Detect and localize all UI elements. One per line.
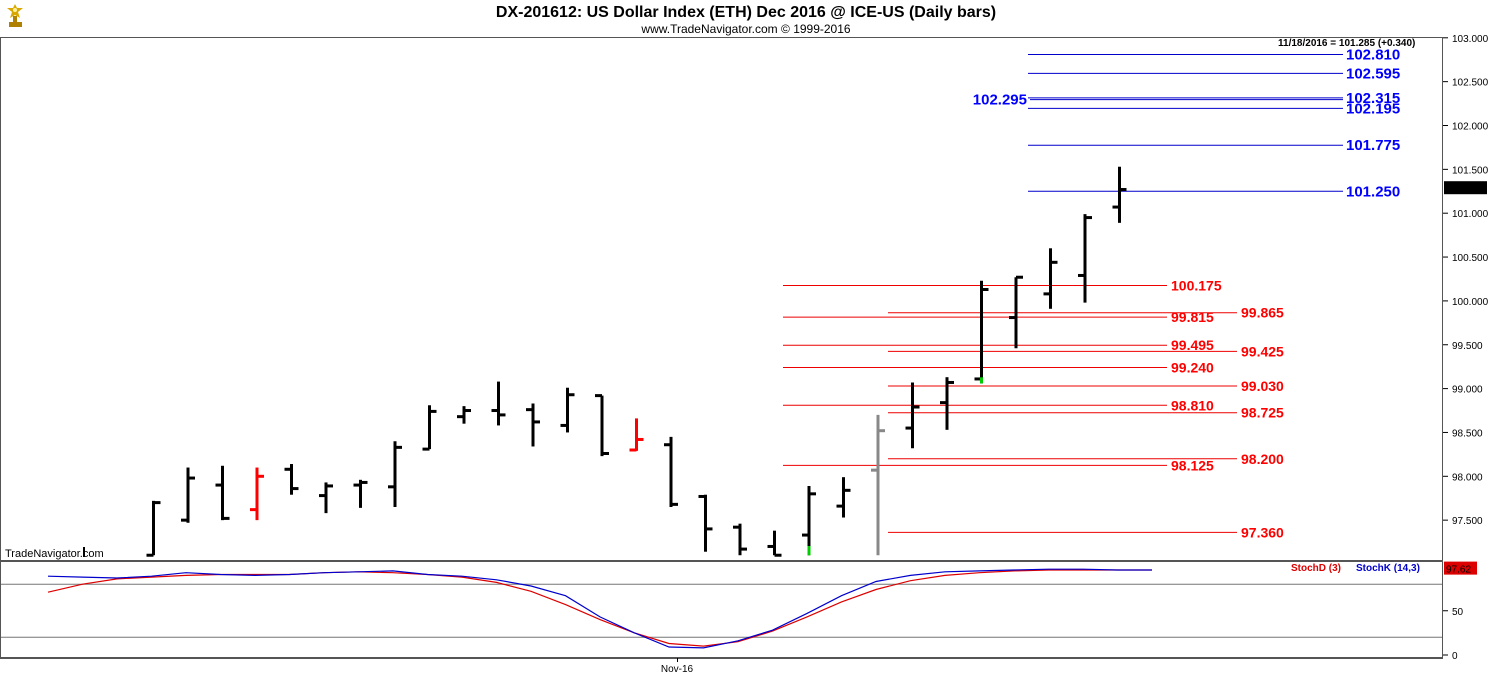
ohlc-bar xyxy=(698,494,713,552)
watermark: TradeNavigator.com xyxy=(5,548,104,560)
watermark-cursor xyxy=(83,547,85,557)
last-price-marker: 101.285 xyxy=(1444,181,1487,195)
stoch-axis: 0 50 xyxy=(1,583,1464,662)
price-tick-label: 99.500 xyxy=(1452,341,1483,352)
ohlc-bar xyxy=(1078,214,1092,303)
price-tick-label: 98.500 xyxy=(1452,428,1483,439)
ohlc-bar xyxy=(664,436,678,507)
ohlc-bar xyxy=(767,530,782,557)
chart-title: DX-201612: US Dollar Index (ETH) Dec 201… xyxy=(496,4,996,21)
ohlc-bar xyxy=(905,382,920,449)
price-levels: 102.810 102.595 102.315 102.295 102.195 101.7… xyxy=(783,46,1400,540)
ohlc-bar xyxy=(319,482,333,514)
last-bar-info: 11/18/2016 = 101.285 (+0.340) xyxy=(1278,38,1415,49)
price-tick-label: 101.000 xyxy=(1452,209,1489,220)
level-label: 100.175 xyxy=(1171,278,1222,294)
price-panel xyxy=(0,37,1443,561)
stoch-k-line xyxy=(47,568,1152,649)
price-tick-label: 99.000 xyxy=(1452,385,1483,396)
ohlc-bar xyxy=(940,377,954,430)
level-label: 101.250 xyxy=(1346,183,1400,200)
ohlc-bar xyxy=(388,441,402,507)
stoch-d-line xyxy=(47,569,1152,647)
level-label: 98.810 xyxy=(1171,397,1214,413)
ohlc-bar xyxy=(353,479,368,508)
price-tick-label: 101.500 xyxy=(1452,165,1489,176)
stoch-d-legend: StochD (3) xyxy=(1291,563,1341,574)
price-tick-label: 98.000 xyxy=(1452,472,1483,483)
ohlc-bar xyxy=(802,485,816,556)
last-price-label: 101.285 xyxy=(1446,184,1483,195)
level-label: 102.315 xyxy=(1346,90,1400,107)
stoch-tick-label: 50 xyxy=(1452,607,1464,618)
price-tick-label: 102.500 xyxy=(1452,78,1489,89)
level-label: 98.125 xyxy=(1171,457,1214,473)
stoch-panel xyxy=(0,561,1443,658)
level-label: 97.360 xyxy=(1241,524,1284,540)
stoch-last-label: 97.62 xyxy=(1446,565,1471,576)
level-label: 99.030 xyxy=(1241,378,1284,394)
chart-subtitle: www.TradeNavigator.com © 1999-2016 xyxy=(640,22,850,36)
price-tick-label: 97.500 xyxy=(1452,516,1483,527)
level-label: 102.295 xyxy=(973,92,1027,109)
level-label: 102.195 xyxy=(1346,100,1400,117)
ohlc-bar xyxy=(250,467,264,521)
level-label: 98.725 xyxy=(1241,405,1284,421)
ohlc-bar xyxy=(215,465,230,521)
level-label: 102.810 xyxy=(1346,46,1400,63)
ohlc-bar xyxy=(733,523,747,556)
price-tick-label: 100.000 xyxy=(1452,297,1489,308)
ohlc-bar xyxy=(491,381,506,426)
level-label: 99.865 xyxy=(1241,305,1284,321)
date-tick-label: Nov-16 xyxy=(661,664,694,675)
title-logo-icon xyxy=(7,4,23,27)
level-label: 99.240 xyxy=(1171,360,1214,376)
ohlc-bar xyxy=(526,403,540,447)
ohlc-bar xyxy=(1043,248,1058,309)
price-axis: 97.500 98.000 98.500 99.000 99.500 100.000 100… xyxy=(1443,34,1489,527)
price-tick-label: 100.500 xyxy=(1452,253,1489,264)
ohlc-bar xyxy=(871,414,885,556)
price-bars xyxy=(146,166,1127,557)
ohlc-bar xyxy=(457,406,471,424)
ohlc-bar xyxy=(836,477,851,518)
ohlc-bar xyxy=(1009,275,1023,349)
ohlc-bar xyxy=(560,387,575,433)
ohlc-bar xyxy=(181,467,195,523)
ohlc-bar xyxy=(595,394,609,457)
stoch-k-legend: StochK (14,3) xyxy=(1356,563,1420,574)
price-tick-label: 102.000 xyxy=(1452,122,1489,133)
ohlc-bar xyxy=(629,418,644,452)
level-label: 98.200 xyxy=(1241,451,1284,467)
stoch-tick-label: 0 xyxy=(1452,651,1458,662)
ohlc-bar xyxy=(146,500,161,557)
level-label: 101.775 xyxy=(1346,137,1400,154)
ohlc-bar xyxy=(1112,166,1127,223)
ohlc-bar xyxy=(422,405,437,451)
price-tick-label: 103.000 xyxy=(1452,34,1489,45)
ohlc-bar xyxy=(284,464,299,495)
stoch-last-marker: 97.62 xyxy=(1444,561,1477,576)
level-label: 99.425 xyxy=(1241,343,1284,359)
stoch-lines xyxy=(47,568,1152,649)
level-label: 99.495 xyxy=(1171,337,1214,353)
level-label: 99.815 xyxy=(1171,309,1214,325)
level-label: 102.595 xyxy=(1346,65,1400,82)
